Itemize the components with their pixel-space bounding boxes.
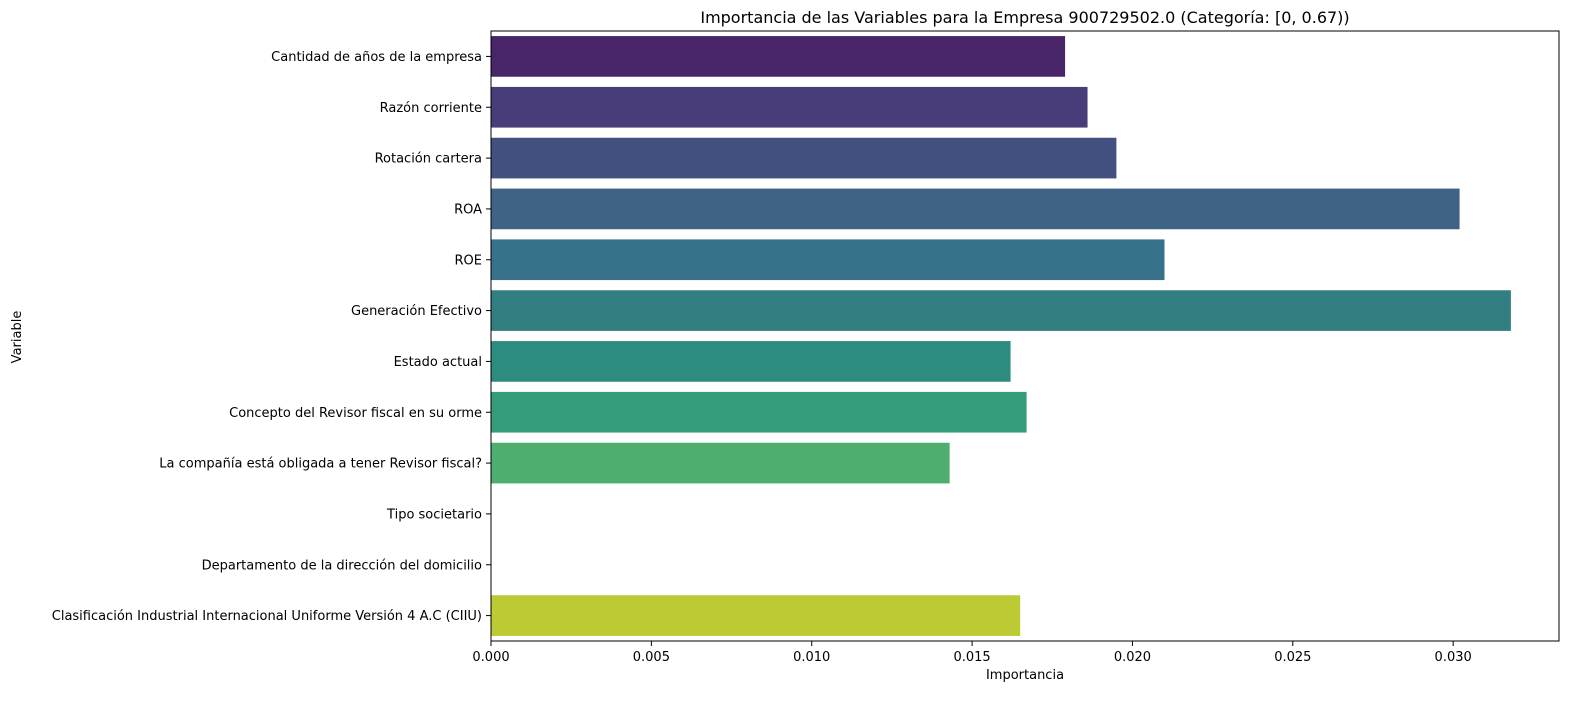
bar xyxy=(491,595,1021,636)
x-ticks: 0.000 0.005 0.010 0.015 0.020 0.025 0.030 xyxy=(472,641,1472,665)
bar xyxy=(491,442,950,484)
y-axis-label: Variable xyxy=(10,311,25,364)
y-tick-label: Concepto del Revisor fiscal en su orme xyxy=(229,406,482,421)
bar xyxy=(491,188,1460,230)
bars-group xyxy=(491,36,1511,636)
x-tick-label: 0.025 xyxy=(1274,650,1311,665)
x-tick-label: 0.020 xyxy=(1114,650,1151,665)
y-tick-labels: Cantidad de años de la empresa Razón corr… xyxy=(52,50,491,624)
y-tick-label: La compañía está obligada a tener Reviso… xyxy=(159,457,482,472)
y-tick-label: Estado actual xyxy=(394,355,482,370)
bar xyxy=(491,137,1117,179)
plot-frame xyxy=(490,30,1560,642)
bar xyxy=(491,36,1066,77)
y-tick-label: Generación Efectivo xyxy=(351,304,482,319)
y-tick-label: Cantidad de años de la empresa xyxy=(271,50,482,65)
x-tick-label: 0.010 xyxy=(793,650,830,665)
bar xyxy=(491,341,1011,382)
x-axis-label: Importancia xyxy=(986,668,1064,683)
x-tick-label: 0.000 xyxy=(472,650,509,665)
x-tick-label: 0.015 xyxy=(953,650,990,665)
y-tick-label: Rotación cartera xyxy=(375,152,482,167)
y-tick-label: ROE xyxy=(455,253,482,268)
y-tick-label: Departamento de la dirección del domicil… xyxy=(202,558,482,573)
x-tick-label: 0.030 xyxy=(1435,650,1472,665)
bar xyxy=(491,391,1027,433)
bar xyxy=(491,290,1511,331)
y-tick-label: Tipo societario xyxy=(386,507,482,522)
y-tick-label: Clasificación Industrial Internacional U… xyxy=(52,609,482,624)
bar xyxy=(491,86,1088,128)
x-tick-label: 0.005 xyxy=(633,650,670,665)
chart-title: Importancia de las Variables para la Emp… xyxy=(700,8,1349,27)
y-tick-label: ROA xyxy=(454,202,482,217)
y-tick-label: Razón corriente xyxy=(380,101,482,116)
bar xyxy=(491,239,1165,281)
